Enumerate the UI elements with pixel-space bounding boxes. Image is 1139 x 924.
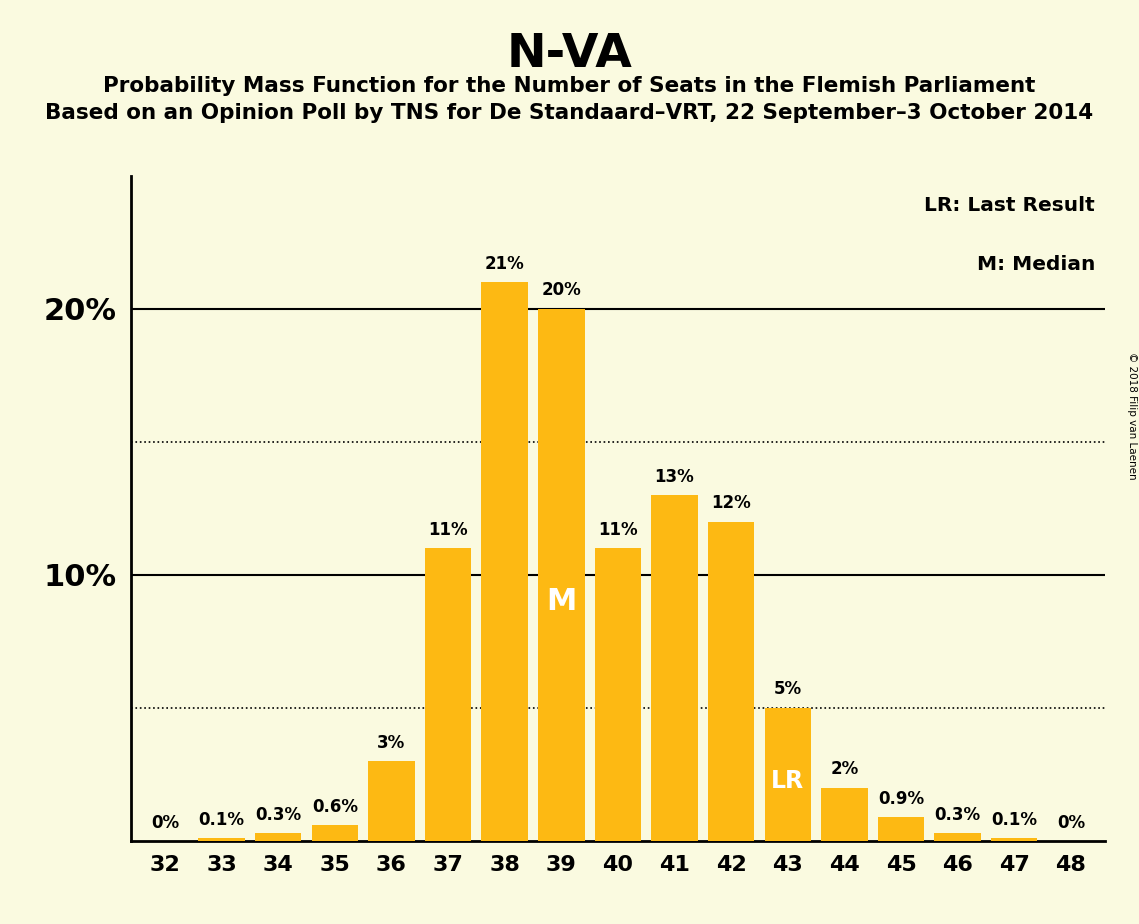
- Text: M: Median: M: Median: [977, 255, 1095, 274]
- Text: 12%: 12%: [711, 494, 751, 512]
- Bar: [934, 833, 981, 841]
- Text: 11%: 11%: [428, 521, 468, 539]
- Bar: [482, 282, 527, 841]
- Bar: [708, 521, 754, 841]
- Bar: [652, 495, 698, 841]
- Bar: [425, 548, 472, 841]
- Bar: [991, 838, 1038, 841]
- Text: 0.6%: 0.6%: [312, 797, 358, 816]
- Bar: [595, 548, 641, 841]
- Text: © 2018 Filip van Laenen: © 2018 Filip van Laenen: [1126, 352, 1137, 480]
- Text: N-VA: N-VA: [507, 32, 632, 78]
- Text: 0.1%: 0.1%: [198, 811, 245, 829]
- Bar: [198, 838, 245, 841]
- Text: M: M: [546, 587, 576, 615]
- Text: LR: LR: [771, 769, 804, 793]
- Text: Probability Mass Function for the Number of Seats in the Flemish Parliament: Probability Mass Function for the Number…: [104, 76, 1035, 96]
- Bar: [821, 787, 868, 841]
- Text: 2%: 2%: [830, 760, 859, 778]
- Bar: [878, 817, 924, 841]
- Bar: [368, 761, 415, 841]
- Bar: [255, 833, 302, 841]
- Text: 5%: 5%: [773, 680, 802, 699]
- Text: 0.3%: 0.3%: [255, 806, 301, 823]
- Text: Based on an Opinion Poll by TNS for De Standaard–VRT, 22 September–3 October 201: Based on an Opinion Poll by TNS for De S…: [46, 103, 1093, 124]
- Text: 13%: 13%: [655, 468, 695, 486]
- Text: 0%: 0%: [1057, 813, 1085, 832]
- Bar: [764, 708, 811, 841]
- Text: 3%: 3%: [377, 734, 405, 752]
- Text: 0%: 0%: [150, 813, 179, 832]
- Bar: [312, 825, 358, 841]
- Text: 0.1%: 0.1%: [991, 811, 1038, 829]
- Text: 20%: 20%: [541, 281, 581, 299]
- Text: 11%: 11%: [598, 521, 638, 539]
- Text: 21%: 21%: [485, 255, 525, 273]
- Text: LR: Last Result: LR: Last Result: [925, 196, 1095, 214]
- Text: 0.3%: 0.3%: [935, 806, 981, 823]
- Bar: [538, 309, 584, 841]
- Text: 0.9%: 0.9%: [878, 790, 924, 808]
